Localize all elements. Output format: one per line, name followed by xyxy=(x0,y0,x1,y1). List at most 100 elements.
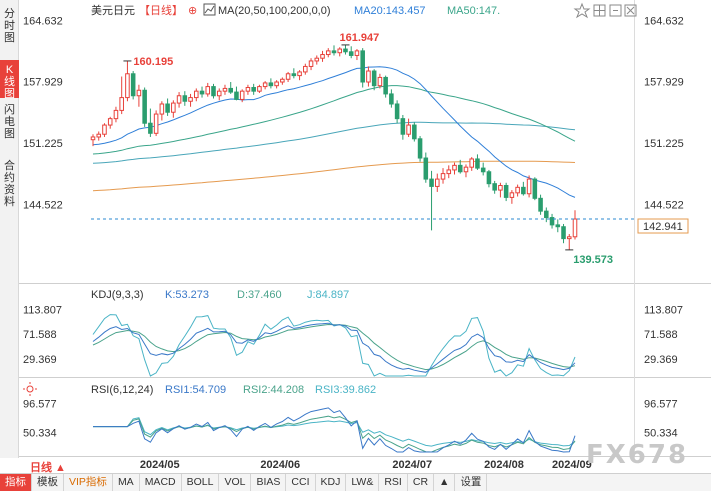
candle-body-69 xyxy=(486,171,492,185)
rsi-ytick-right-0: 96.577 xyxy=(644,398,678,410)
candle-body-18 xyxy=(194,90,199,99)
rsi3-value: RSI3:39.862 xyxy=(315,384,376,396)
grid-icon[interactable] xyxy=(593,4,606,17)
kdj-ytick-right-2: 29.369 xyxy=(644,354,678,366)
bottom-tab-10[interactable]: LW& xyxy=(346,474,380,491)
candle-body-81 xyxy=(555,224,561,228)
bottom-tab-0[interactable]: 指标 xyxy=(0,474,32,491)
candle-body-59 xyxy=(429,178,434,187)
candle-body-79 xyxy=(544,210,549,219)
bottom-tab-8[interactable]: CCI xyxy=(286,474,316,491)
kline-chart[interactable]: 美元日元 【日线】 ⊕ MA(20,50,100,200,0,0) MA20:1… xyxy=(19,0,711,473)
bottom-tab-11[interactable]: RSI xyxy=(379,474,408,491)
bottom-tab-5[interactable]: BOLL xyxy=(182,474,220,491)
candle-body-37 xyxy=(303,65,308,73)
candlestick-series xyxy=(90,44,578,251)
left-tab-0[interactable]: 分时图 xyxy=(4,8,15,44)
kdj-j-line xyxy=(92,314,576,377)
candle-body-4 xyxy=(113,109,119,120)
candle-body-60 xyxy=(435,178,440,187)
candle-body-49 xyxy=(371,70,377,87)
bottom-tab-2[interactable]: VIP指标 xyxy=(64,474,113,491)
candle-body-40 xyxy=(320,54,325,59)
main-ytick-right-3: 144.522 xyxy=(644,200,684,212)
bottom-toolbar: 指标 模板 VIP指标 MA MACD BOLL VOL BIAS CCI KDJ LW& RSI CR… xyxy=(0,473,711,491)
bottom-tab-3[interactable]: MA xyxy=(113,474,140,491)
ma-params: MA(20,50,100,200,0,0) xyxy=(218,5,331,17)
candle-body-25 xyxy=(234,91,239,100)
candle-body-67 xyxy=(475,158,480,169)
candle-body-21 xyxy=(211,86,216,97)
main-ytick-left-3: 144.522 xyxy=(23,200,63,212)
ma-settings-icon[interactable] xyxy=(203,3,216,16)
minimize-icon[interactable] xyxy=(609,4,622,17)
svg-text:142.941: 142.941 xyxy=(643,221,683,233)
candle-body-73 xyxy=(509,192,515,198)
candle-body-29 xyxy=(257,86,262,92)
candle-body-61 xyxy=(440,173,446,180)
candle-body-44 xyxy=(343,48,348,53)
close-icon[interactable] xyxy=(624,4,637,17)
sun-icon[interactable] xyxy=(23,382,37,396)
candle-body-72 xyxy=(503,185,509,198)
xtick-1: 2024/06 xyxy=(260,459,300,471)
candle-body-26 xyxy=(239,90,245,100)
bottom-tab-7[interactable]: BIAS xyxy=(251,474,287,491)
kdj-title: KDJ(9,3,3) xyxy=(91,289,144,301)
candle-body-54 xyxy=(400,118,406,135)
candle-body-66 xyxy=(469,158,474,168)
bottom-tab-1[interactable]: 模板 xyxy=(32,474,64,491)
left-tab-3[interactable]: 合约资料 xyxy=(4,160,15,208)
add-icon[interactable]: ⊕ xyxy=(188,5,197,17)
candle-body-27 xyxy=(245,87,251,92)
xtick-0: 2024/05 xyxy=(140,459,180,471)
candle-body-35 xyxy=(291,73,297,77)
candle-body-17 xyxy=(188,97,193,102)
bottom-tab-6[interactable]: VOL xyxy=(219,474,252,491)
candle-body-64 xyxy=(457,164,463,173)
current-price-tag: 142.941 xyxy=(637,218,689,234)
candle-body-53 xyxy=(394,103,400,120)
main-y-axis: 164.632 164.632 157.929 157.929 151.225 151.2… xyxy=(23,15,684,211)
x-axis: 2024/05 2024/06 2024/07 2024/08 2024/09 xyxy=(140,459,592,471)
kdj-d-value: D:37.460 xyxy=(237,289,282,301)
candle-body-48 xyxy=(366,70,371,83)
candle-body-6 xyxy=(125,73,130,99)
candle-body-46 xyxy=(354,50,360,56)
bottom-tab-13[interactable]: ▲ xyxy=(434,474,456,491)
kdj-ytick-left-0: 113.807 xyxy=(23,304,62,316)
candle-body-51 xyxy=(383,76,388,95)
high-label: 161.947 xyxy=(339,32,379,44)
main-ytick-left-1: 157.929 xyxy=(23,77,63,89)
bottom-tab-14[interactable]: 设置 xyxy=(455,474,488,491)
rsi-ytick-right-1: 50.334 xyxy=(644,428,678,440)
candle-body-63 xyxy=(452,164,457,171)
candle-body-43 xyxy=(337,48,343,54)
candle-body-50 xyxy=(377,76,383,87)
ma20-line xyxy=(92,66,576,198)
candle-body-32 xyxy=(274,81,279,87)
candle-body-1 xyxy=(96,133,102,138)
bottom-tab-9[interactable]: KDJ xyxy=(316,474,347,491)
period-label-header[interactable]: 【日线】 xyxy=(139,3,183,17)
star-icon[interactable] xyxy=(573,2,591,19)
candle-body-36 xyxy=(297,71,302,77)
bottom-tab-12[interactable]: CR xyxy=(408,474,435,491)
candle-body-41 xyxy=(325,50,331,56)
candle-body-58 xyxy=(423,157,429,180)
main-ytick-right-2: 151.225 xyxy=(644,138,684,150)
candle-body-20 xyxy=(205,86,211,95)
candle-body-56 xyxy=(412,124,417,140)
candle-body-16 xyxy=(182,95,188,102)
candle-body-78 xyxy=(538,197,543,212)
main-ytick-right-0: 164.632 xyxy=(644,15,684,27)
left-tab-2[interactable]: 闪电图 xyxy=(4,104,15,140)
period-button[interactable]: 日线 ▲ xyxy=(30,462,66,474)
candle-body-30 xyxy=(262,82,268,88)
rsi-y-axis: 96.577 96.577 50.334 50.334 xyxy=(23,398,678,439)
candle-body-8 xyxy=(136,89,142,97)
bottom-tab-4[interactable]: MACD xyxy=(140,474,182,491)
candle-body-9 xyxy=(142,89,147,124)
